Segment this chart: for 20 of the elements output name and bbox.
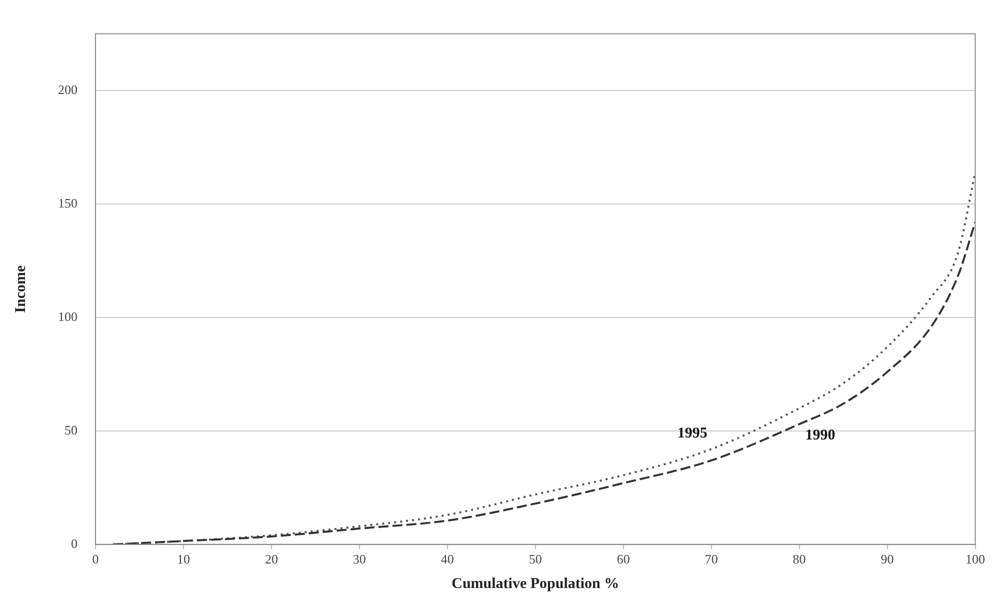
x-tick-label: 20 [264, 552, 278, 567]
x-tick-label: 30 [352, 552, 366, 567]
x-tick-label: 50 [528, 552, 542, 567]
x-tick-label: 70 [704, 552, 718, 567]
y-tick-label: 150 [58, 195, 78, 210]
series-label: 1995 [677, 425, 708, 442]
y-tick-label: 0 [71, 536, 78, 551]
x-tick-label: 10 [176, 552, 190, 567]
x-tick-label: 40 [440, 552, 454, 567]
y-axis-title: Income [12, 265, 29, 313]
x-tick-label: 90 [880, 552, 894, 567]
x-axis-title: Cumulative Population % [452, 576, 620, 592]
x-tick-label: 80 [792, 552, 806, 567]
series-label: 1990 [805, 428, 836, 444]
y-tick-label: 200 [58, 82, 78, 97]
x-tick-label: 100 [966, 552, 985, 567]
x-tick-label: 0 [92, 552, 99, 567]
y-tick-label: 50 [64, 422, 78, 438]
y-tick-label: 100 [58, 308, 78, 324]
x-tick-label: 60 [616, 552, 630, 567]
